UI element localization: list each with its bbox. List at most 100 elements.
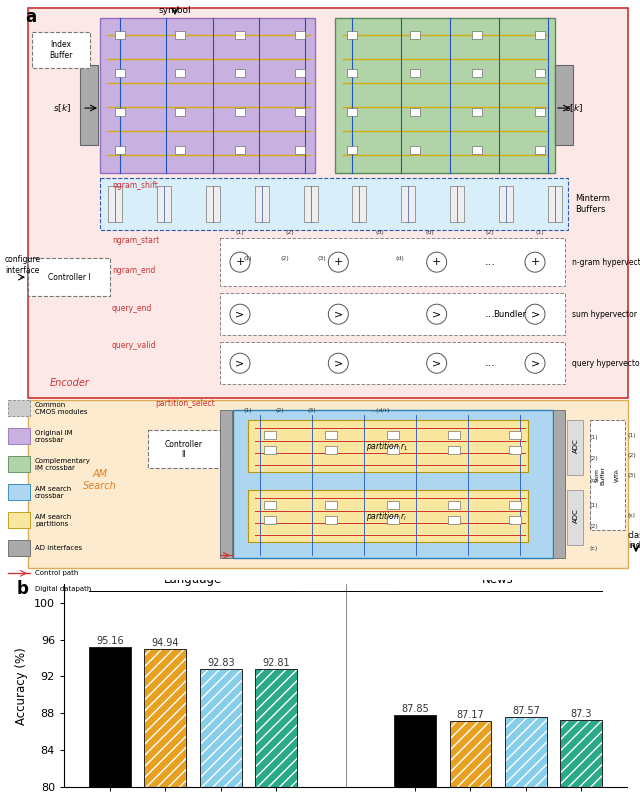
FancyBboxPatch shape	[264, 502, 276, 510]
Text: b: b	[16, 580, 28, 599]
Text: (d): (d)	[376, 230, 385, 235]
Circle shape	[328, 353, 348, 373]
FancyBboxPatch shape	[590, 421, 625, 530]
Text: (d): (d)	[396, 256, 404, 261]
Text: (1): (1)	[244, 256, 252, 261]
FancyBboxPatch shape	[353, 186, 367, 222]
Text: (1): (1)	[536, 230, 544, 235]
FancyBboxPatch shape	[499, 186, 513, 222]
Circle shape	[328, 252, 348, 272]
Text: (2): (2)	[276, 408, 284, 413]
Bar	[200, 669, 242, 787]
FancyBboxPatch shape	[548, 186, 562, 222]
FancyBboxPatch shape	[295, 146, 305, 154]
Text: (3): (3)	[627, 473, 636, 478]
FancyBboxPatch shape	[175, 31, 185, 39]
Text: ...: ...	[484, 309, 495, 319]
Text: Bundler: Bundler	[493, 310, 527, 319]
Text: (2): (2)	[486, 230, 494, 235]
FancyBboxPatch shape	[206, 186, 220, 222]
Text: 87.85: 87.85	[401, 704, 429, 714]
Text: Minterm
Buffers: Minterm Buffers	[575, 195, 610, 214]
Text: query_end: query_end	[112, 304, 152, 312]
Text: >: >	[333, 309, 343, 319]
FancyBboxPatch shape	[0, 0, 640, 580]
FancyBboxPatch shape	[220, 238, 565, 286]
Circle shape	[427, 304, 447, 324]
Text: >: >	[236, 359, 244, 368]
FancyBboxPatch shape	[535, 69, 545, 77]
Circle shape	[525, 353, 545, 373]
FancyBboxPatch shape	[115, 108, 125, 116]
FancyBboxPatch shape	[472, 108, 483, 116]
Text: Encoder: Encoder	[50, 378, 90, 388]
FancyBboxPatch shape	[235, 69, 245, 77]
Bar	[561, 719, 602, 787]
FancyBboxPatch shape	[509, 516, 521, 525]
Text: >: >	[432, 309, 442, 319]
Text: class
index: class index	[628, 530, 640, 550]
FancyBboxPatch shape	[567, 421, 583, 475]
FancyBboxPatch shape	[175, 146, 185, 154]
Text: AD interfaces: AD interfaces	[35, 545, 82, 551]
Text: (1): (1)	[244, 408, 252, 413]
FancyBboxPatch shape	[509, 502, 521, 510]
Text: partition_select: partition_select	[155, 399, 215, 408]
Text: configure
interface: configure interface	[5, 255, 41, 275]
Text: (c): (c)	[590, 478, 598, 483]
Circle shape	[525, 252, 545, 272]
Text: $s[k]$: $s[k]$	[53, 103, 71, 114]
FancyBboxPatch shape	[100, 18, 315, 173]
FancyBboxPatch shape	[448, 502, 460, 510]
Text: (2): (2)	[590, 524, 599, 529]
FancyBboxPatch shape	[28, 258, 110, 297]
Text: News: News	[483, 573, 514, 586]
Text: (1): (1)	[236, 230, 244, 235]
Text: WTA: WTA	[614, 468, 620, 482]
Text: (2): (2)	[590, 456, 599, 461]
FancyBboxPatch shape	[567, 491, 583, 545]
Y-axis label: Accuracy (%): Accuracy (%)	[15, 647, 28, 724]
Text: 92.83: 92.83	[207, 657, 234, 668]
Text: (1): (1)	[627, 432, 636, 438]
FancyBboxPatch shape	[450, 186, 464, 222]
FancyBboxPatch shape	[8, 512, 30, 529]
Bar	[505, 717, 547, 787]
Text: +: +	[333, 257, 343, 267]
FancyBboxPatch shape	[264, 446, 276, 454]
Text: 95.16: 95.16	[96, 636, 124, 646]
Bar	[255, 669, 297, 787]
FancyBboxPatch shape	[535, 108, 545, 116]
FancyBboxPatch shape	[148, 430, 220, 468]
FancyBboxPatch shape	[233, 410, 553, 558]
Text: ngram_start: ngram_start	[112, 235, 159, 245]
FancyBboxPatch shape	[410, 146, 420, 154]
Bar	[200, 669, 242, 787]
FancyBboxPatch shape	[32, 32, 90, 68]
Text: Original IM
crossbar: Original IM crossbar	[35, 430, 72, 443]
Circle shape	[328, 304, 348, 324]
Circle shape	[230, 252, 250, 272]
FancyBboxPatch shape	[509, 446, 521, 454]
Bar	[394, 715, 436, 787]
FancyBboxPatch shape	[387, 431, 399, 440]
Text: query_valid: query_valid	[112, 341, 157, 350]
FancyBboxPatch shape	[410, 69, 420, 77]
FancyBboxPatch shape	[28, 400, 628, 568]
Text: (2): (2)	[627, 453, 636, 458]
FancyBboxPatch shape	[347, 69, 357, 77]
FancyBboxPatch shape	[8, 541, 30, 556]
FancyBboxPatch shape	[115, 69, 125, 77]
Bar	[145, 650, 186, 787]
FancyBboxPatch shape	[387, 446, 399, 454]
Text: >: >	[236, 309, 244, 319]
Text: ngram_shift: ngram_shift	[112, 180, 158, 190]
Text: >: >	[333, 359, 343, 368]
Text: +: +	[531, 257, 540, 267]
Bar	[89, 647, 131, 787]
FancyBboxPatch shape	[509, 431, 521, 440]
Text: (d): (d)	[426, 230, 435, 235]
Text: Control path: Control path	[35, 570, 78, 576]
FancyBboxPatch shape	[325, 431, 337, 440]
Text: (2): (2)	[285, 230, 294, 235]
